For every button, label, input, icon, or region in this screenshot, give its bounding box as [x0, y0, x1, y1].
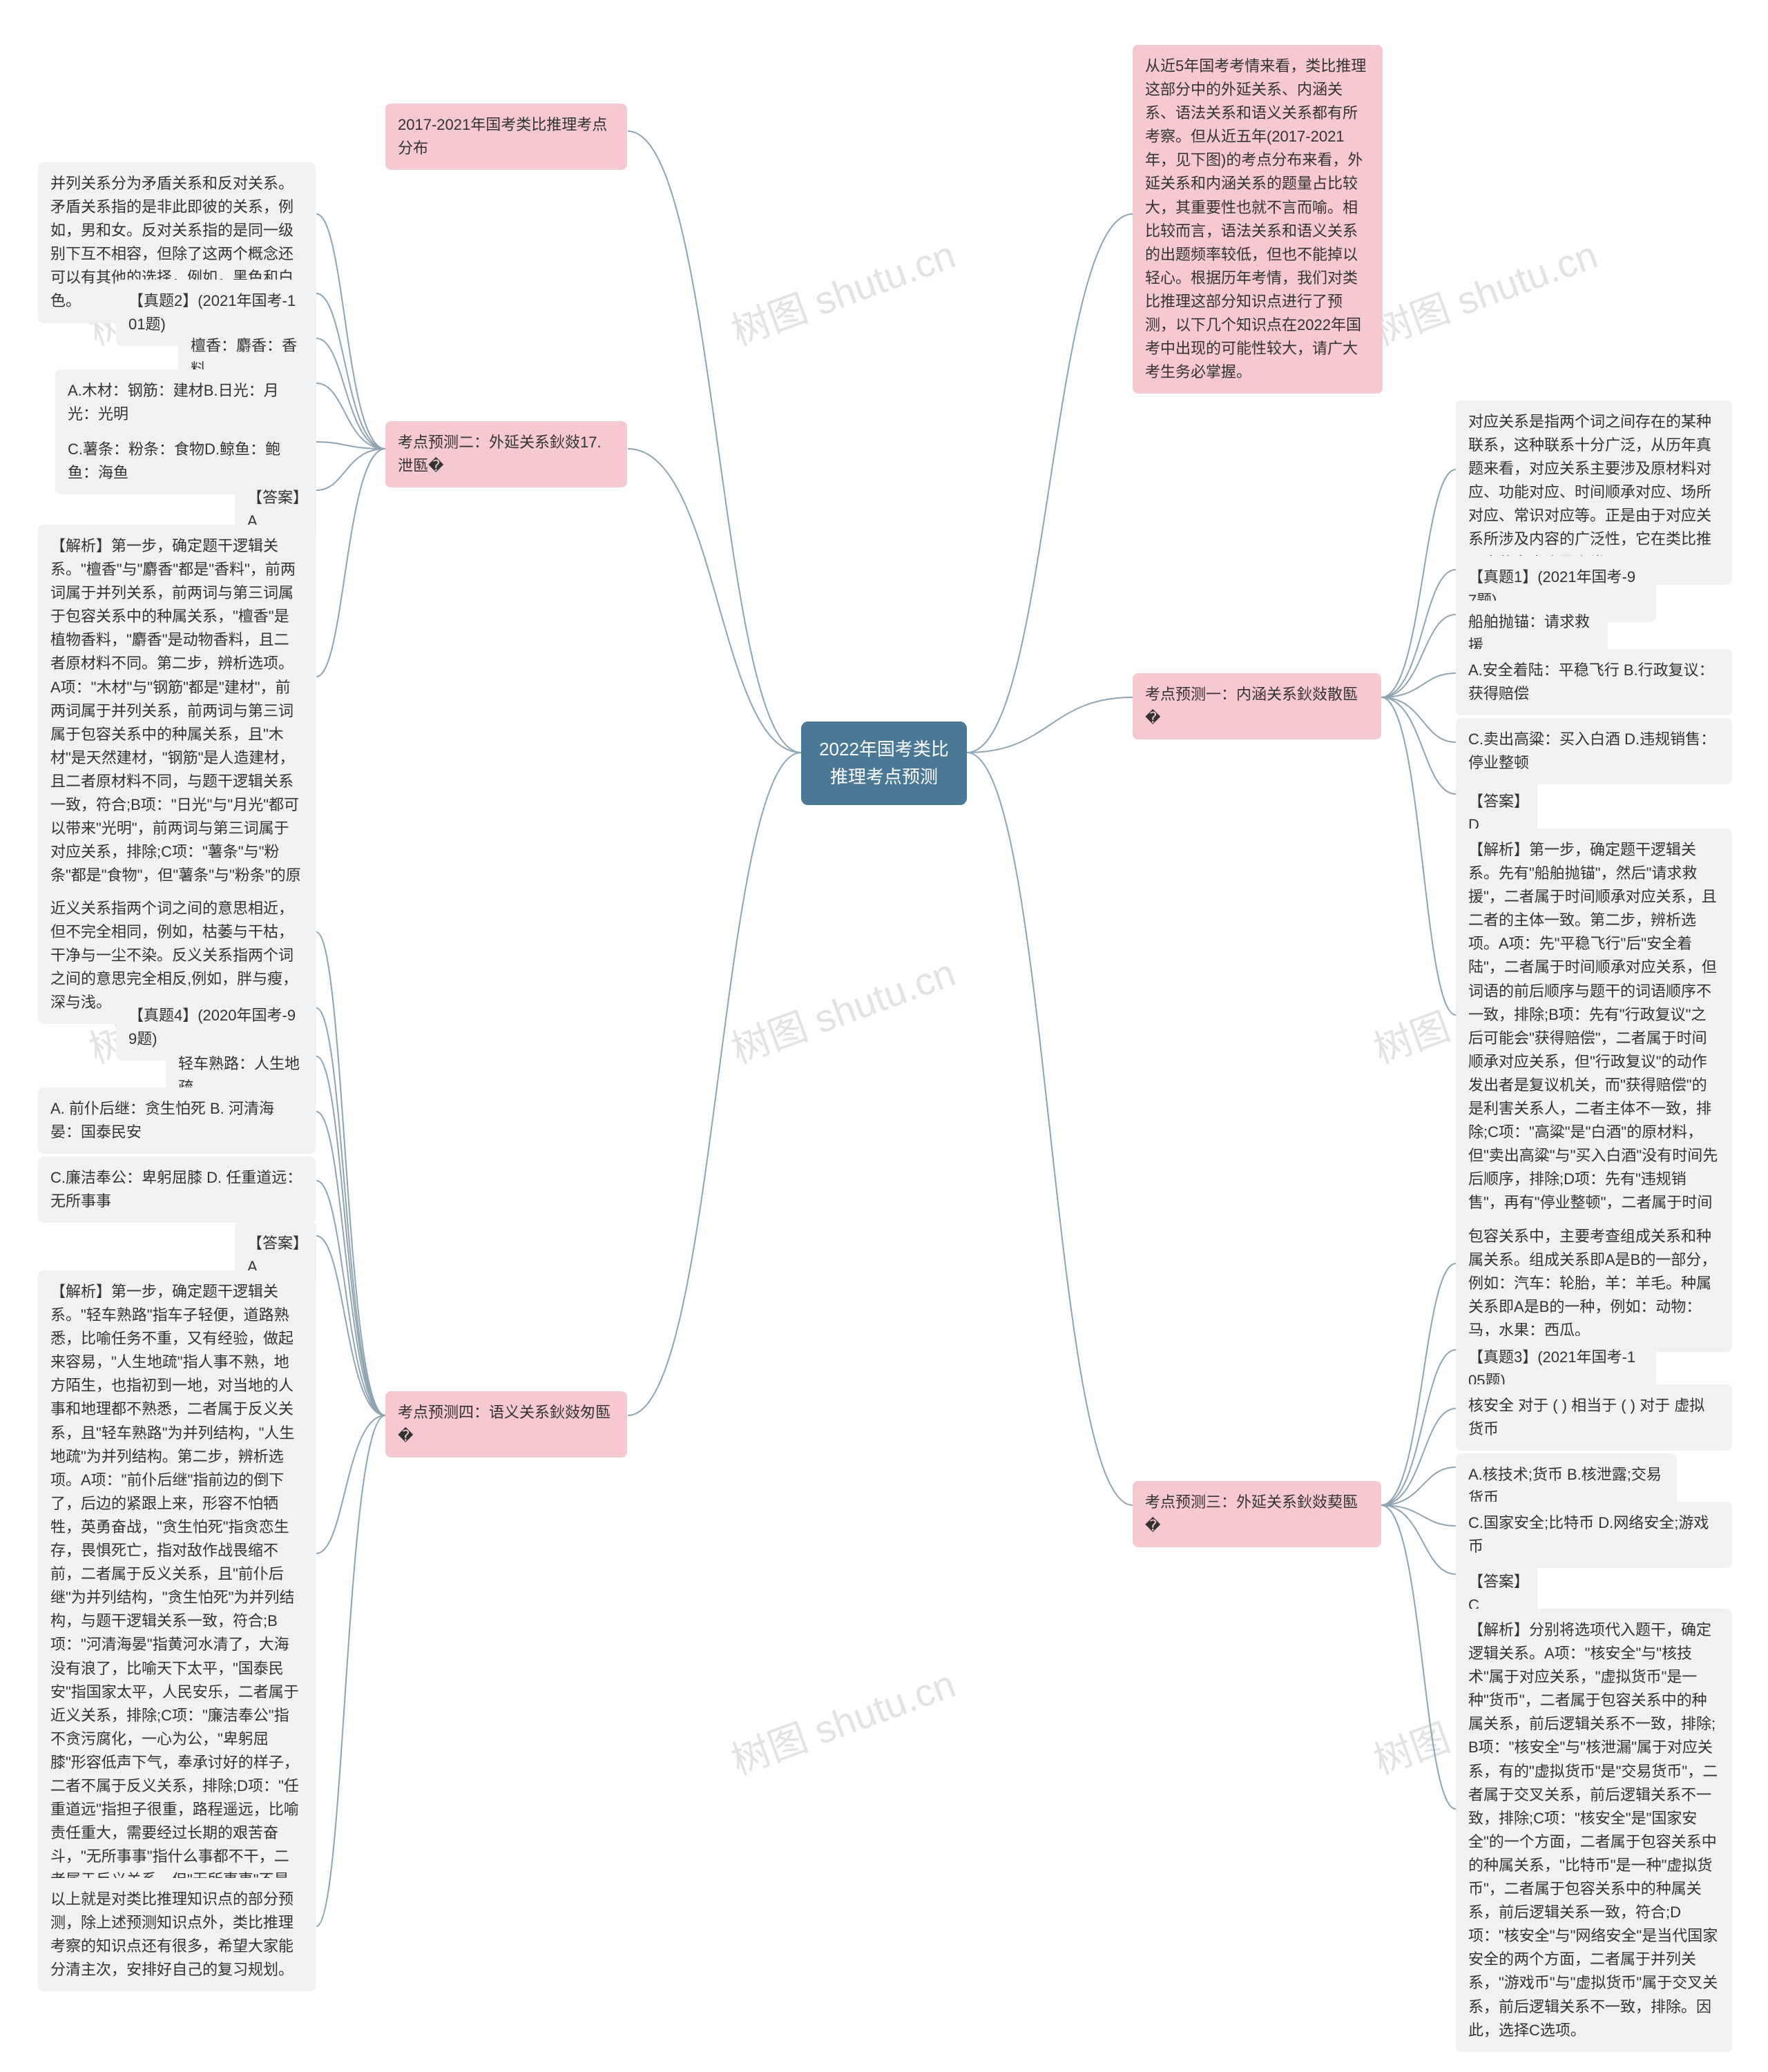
- leaf-pred4-4: C.廉洁奉公：卑躬屈膝 D. 任重道远：无所事事: [38, 1156, 316, 1223]
- leaf-pred4-3: A. 前仆后继：贪生怕死 B. 河清海晏：国泰民安: [38, 1087, 316, 1154]
- leaf-pred1-3: A.安全着陆：平稳飞行 B.行政复议：获得赔偿: [1456, 649, 1732, 715]
- center-title: 2022年国考类比推理考点预测: [801, 722, 967, 805]
- watermark: 树图 shutu.cn: [722, 224, 962, 356]
- watermark: 树图 shutu.cn: [722, 1653, 962, 1785]
- leaf-pred4-6: 【解析】第一步，确定题干逻辑关系。"轻车熟路"指车子轻便，道路熟悉，比喻任务不重…: [38, 1270, 316, 1949]
- leaf-pred1-4: C.卖出高粱：买入白酒 D.违规销售：停业整顿: [1456, 718, 1732, 784]
- leaf-pred3-4: C.国家安全;比特币 D.网络安全;游戏币: [1456, 1502, 1732, 1568]
- branch-top-left: 2017-2021年国考类比推理考点分布: [385, 104, 627, 170]
- branch-pred4: 考点预测四：语义关系鈥敥匆匦�: [385, 1391, 627, 1458]
- leaf-pred4-7: 以上就是对类比推理知识点的部分预测，除上述预测知识点外，类比推理考察的知识点还有…: [38, 1878, 316, 1991]
- watermark: 树图 shutu.cn: [1365, 224, 1604, 356]
- branch-pred1: 考点预测一：内涵关系鈥敥散匦�: [1133, 673, 1381, 739]
- branch-pred3: 考点预测三：外延关系鈥敥葜匦�: [1133, 1481, 1381, 1547]
- leaf-pred3-2: 核安全 对于 ( ) 相当于 ( ) 对于 虚拟货币: [1456, 1384, 1732, 1451]
- leaf-pred2-3: A.木材：钢筋：建材B.日光：月光：光明: [55, 369, 316, 436]
- watermark: 树图 shutu.cn: [722, 942, 962, 1074]
- branch-intro: 从近5年国考考情来看，类比推理这部分中的外延关系、内涵关系、语法关系和语义关系都…: [1133, 45, 1383, 394]
- branch-pred2: 考点预测二：外延关系鈥敥17.泄匦�: [385, 421, 627, 487]
- leaf-pred3-6: 【解析】分别将选项代入题干，确定逻辑关系。A项："核安全"与"核技术"属于对应关…: [1456, 1609, 1732, 2052]
- leaf-pred3-0: 包容关系中，主要考查组成关系和种属关系。组成关系即A是B的一部分，例如：汽车：轮…: [1456, 1215, 1732, 1352]
